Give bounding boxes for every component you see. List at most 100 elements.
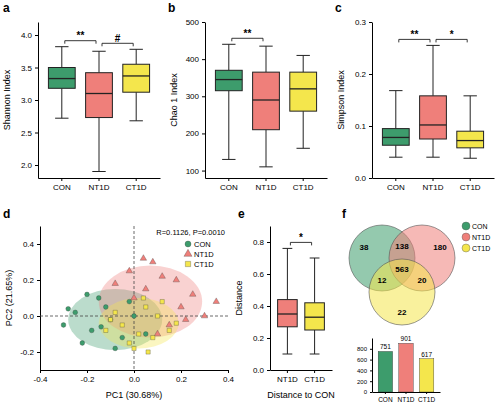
median (48, 78, 75, 79)
point (155, 314, 159, 318)
tick-label: CT1D (460, 183, 481, 192)
point (132, 314, 137, 319)
point (85, 292, 90, 297)
tick: 500 (186, 18, 205, 27)
axis-line (372, 339, 373, 393)
tick-mark (228, 370, 229, 373)
box (215, 70, 242, 90)
tick-label: -0.2 (20, 348, 34, 357)
point (103, 305, 108, 310)
point (150, 258, 156, 264)
tick: CON (378, 392, 393, 403)
median (215, 79, 242, 80)
tick-label: NT1D (256, 183, 277, 192)
box (86, 73, 113, 118)
tick-mark (202, 96, 205, 97)
tick: 0.0 (355, 174, 372, 183)
tick-mark (369, 74, 372, 75)
tick-label: 0.2 (355, 70, 367, 79)
median (305, 317, 325, 318)
data-label: 901 (401, 335, 412, 342)
tick-label: CON (378, 396, 393, 403)
tick-label: CT1D (126, 183, 147, 192)
legend-label: CON (472, 223, 488, 230)
tick-label: 0.4 (23, 240, 35, 249)
whisker-cap (222, 44, 235, 45)
tick: NT1D (398, 392, 415, 403)
tick-label: NT1D (398, 396, 415, 403)
point (131, 294, 137, 300)
axis-line (372, 23, 373, 179)
tick-mark (202, 22, 205, 23)
tick-mark (303, 178, 304, 181)
panel-label: c (335, 1, 342, 15)
tick-mark (370, 381, 372, 382)
tick-mark (370, 392, 372, 393)
tick: NT1D (256, 178, 277, 192)
tick: 0.8 (253, 238, 270, 247)
tick: 0.0 (129, 370, 141, 384)
median (123, 75, 150, 76)
tick: NT1D (89, 178, 110, 192)
box (457, 131, 484, 148)
whisker (314, 330, 315, 354)
tick: CON (53, 178, 71, 192)
panel-label: d (3, 207, 10, 221)
whisker (228, 91, 229, 160)
tick-mark (369, 22, 372, 23)
tick-mark (37, 244, 40, 245)
whisker (287, 327, 288, 354)
tick: 0.0 (253, 366, 270, 375)
tick: 0 (364, 389, 372, 395)
legend-label: CON (194, 240, 211, 249)
box (305, 303, 325, 330)
whisker-cap (283, 354, 293, 355)
axis: 100200300400500 (186, 18, 206, 178)
box (278, 300, 298, 327)
axis: CONNT1DCT1D (373, 178, 495, 192)
tick-label: 600 (357, 357, 368, 363)
tick-mark (87, 370, 88, 373)
tick-mark (35, 35, 38, 36)
tick-mark (202, 59, 205, 60)
tick: 200 (357, 379, 372, 385)
axis-line (271, 370, 333, 371)
tick-label: -0.4 (34, 375, 48, 384)
tick-mark (433, 178, 434, 181)
whisker (314, 258, 315, 303)
venn (349, 225, 455, 325)
tick: NT1D (423, 178, 444, 192)
legend-marker (185, 241, 191, 247)
panel-label: f (342, 207, 347, 221)
tick-label: 0.0 (129, 375, 141, 384)
y-axis-title: Chao 1 Index (169, 73, 179, 127)
point (104, 328, 108, 332)
tick-mark (37, 316, 40, 317)
point (99, 324, 104, 329)
significance-label: ** (244, 28, 252, 39)
tick: CT1D (126, 178, 147, 192)
whisker (287, 248, 288, 299)
axis: CONNT1DCT1D (206, 178, 328, 192)
tick-mark (37, 280, 40, 281)
whisker-cap (426, 157, 439, 158)
tick: 300 (186, 92, 205, 101)
tick: 4.0 (21, 31, 38, 40)
tick-label: 2.5 (21, 129, 33, 138)
whisker (433, 45, 434, 95)
axis: 0200400600800 (357, 339, 373, 396)
legend-label: CT1D (194, 260, 214, 269)
point (154, 330, 160, 336)
venn-count: 22 (398, 308, 407, 317)
tick-mark (266, 178, 267, 181)
tick: 0.1 (355, 122, 372, 131)
tick: 0.3 (355, 18, 372, 27)
tick-mark (136, 178, 137, 181)
plot-area (382, 45, 483, 158)
tick-mark (267, 274, 270, 275)
tick-label: 0.1 (355, 122, 367, 131)
tick-label: 0 (364, 389, 368, 395)
point (120, 335, 125, 340)
data-label: 617 (421, 351, 432, 358)
tick: CT1D (304, 370, 325, 384)
